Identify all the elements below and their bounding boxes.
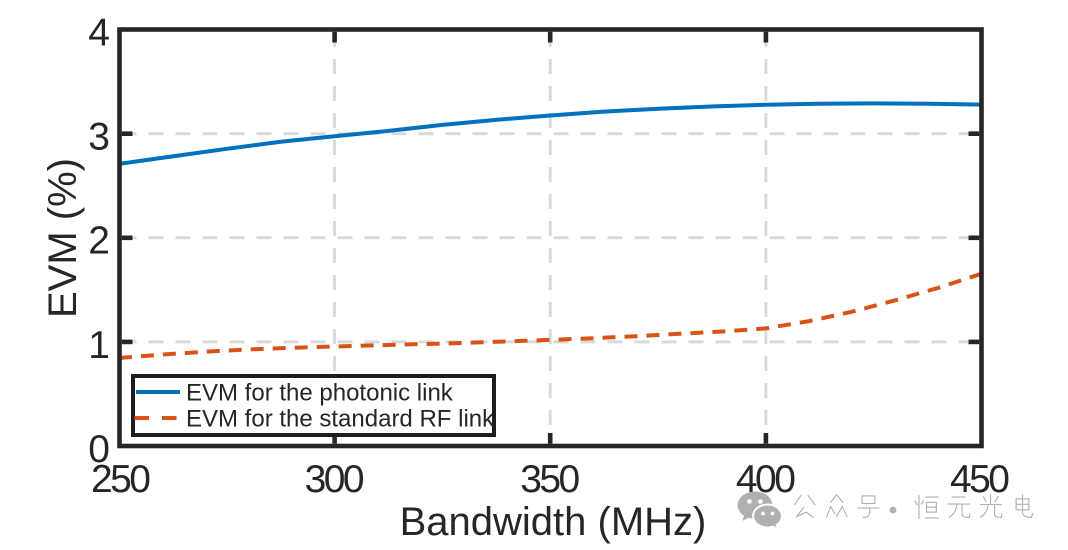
svg-text:0: 0 [88, 428, 110, 471]
svg-text:EVM (%): EVM (%) [41, 158, 85, 318]
svg-text:300: 300 [305, 458, 365, 501]
svg-text:Bandwidth (MHz): Bandwidth (MHz) [400, 500, 707, 544]
svg-text:4: 4 [88, 12, 110, 55]
svg-text:EVM for the standard RF link: EVM for the standard RF link [186, 405, 495, 432]
svg-text:450: 450 [950, 458, 1010, 501]
svg-text:250: 250 [91, 458, 151, 501]
svg-text:350: 350 [520, 458, 580, 501]
svg-text:EVM for the photonic link: EVM for the photonic link [186, 379, 454, 406]
svg-text:1: 1 [88, 324, 110, 367]
svg-text:3: 3 [88, 116, 110, 159]
svg-text:2: 2 [88, 220, 110, 263]
